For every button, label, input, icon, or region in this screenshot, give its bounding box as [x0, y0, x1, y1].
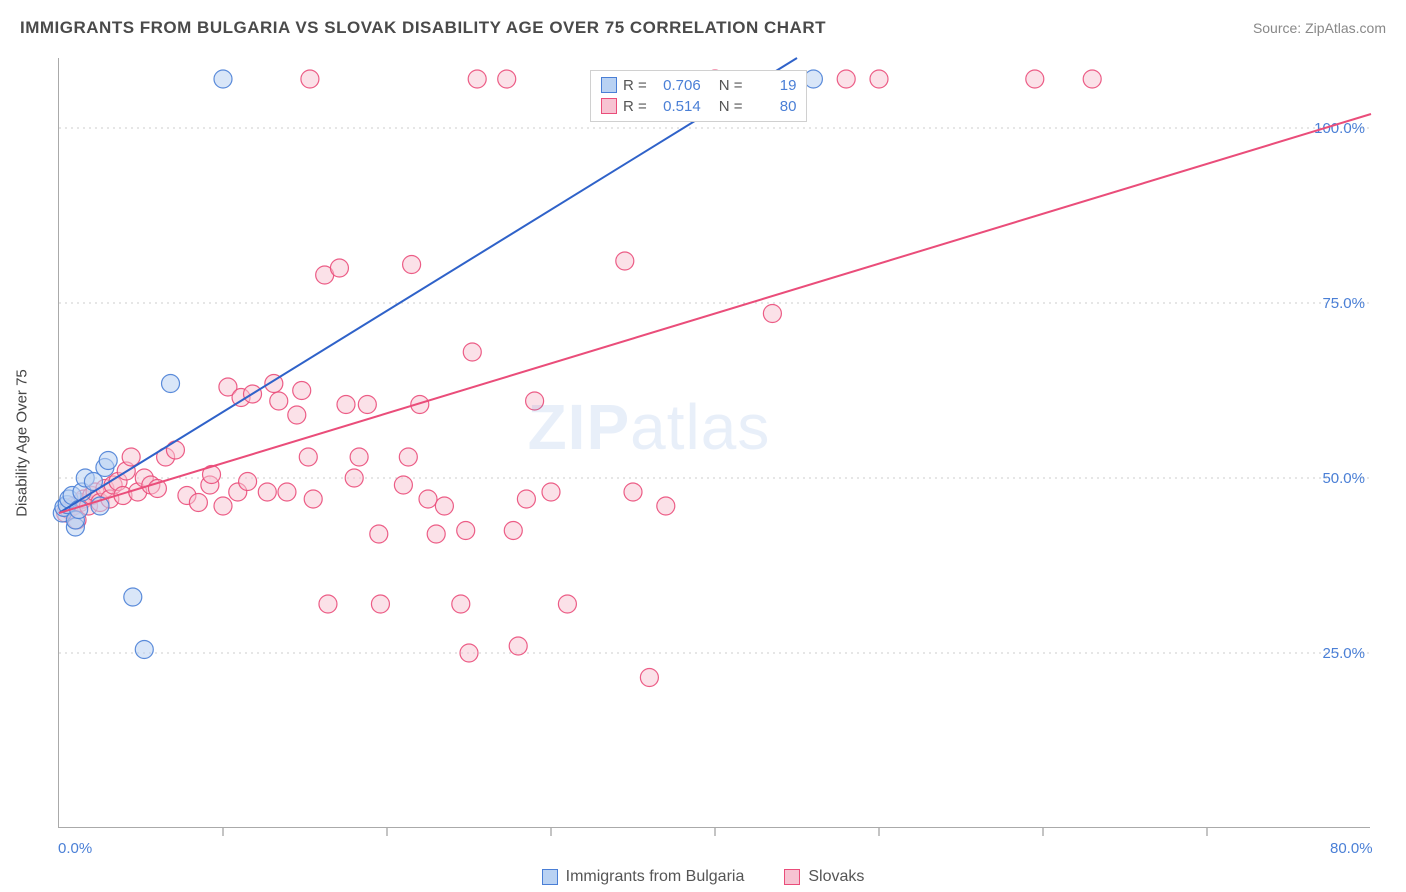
x-axis-origin-label: 0.0%: [58, 840, 92, 857]
data-point: [498, 70, 516, 88]
legend-item-bulgaria: Immigrants from Bulgaria: [542, 868, 745, 886]
legend-label: Immigrants from Bulgaria: [566, 868, 745, 886]
data-point: [394, 476, 412, 494]
trend-line-slovaks: [59, 114, 1371, 513]
data-point: [304, 490, 322, 508]
data-point: [419, 490, 437, 508]
data-point: [135, 641, 153, 659]
y-tick-label: 25.0%: [1322, 645, 1365, 662]
data-point: [330, 259, 348, 277]
chart-header: IMMIGRANTS FROM BULGARIA VS SLOVAK DISAB…: [20, 18, 1386, 38]
legend-swatch: [542, 869, 558, 885]
chart-source: Source: ZipAtlas.com: [1253, 20, 1386, 36]
stats-n-label: N =: [719, 77, 743, 94]
data-point: [239, 473, 257, 491]
legend-item-slovaks: Slovaks: [784, 868, 864, 886]
data-point: [509, 637, 527, 655]
stats-row-bulgaria: R = 0.706 N = 19: [601, 75, 797, 96]
y-tick-label: 50.0%: [1322, 470, 1365, 487]
data-point: [526, 392, 544, 410]
data-point: [1026, 70, 1044, 88]
chart-title: IMMIGRANTS FROM BULGARIA VS SLOVAK DISAB…: [20, 18, 826, 38]
data-point: [124, 588, 142, 606]
stats-r-value: 0.706: [653, 77, 701, 94]
data-point: [371, 595, 389, 613]
data-point: [517, 490, 535, 508]
data-point: [166, 441, 184, 459]
data-point: [504, 522, 522, 540]
stats-n-label: N =: [719, 98, 743, 115]
data-point: [258, 483, 276, 501]
data-point: [214, 497, 232, 515]
data-point: [837, 70, 855, 88]
data-point: [299, 448, 317, 466]
data-point: [189, 494, 207, 512]
data-point: [463, 343, 481, 361]
stats-swatch: [601, 77, 617, 93]
y-axis-label: Disability Age Over 75: [14, 369, 31, 517]
y-tick-label: 75.0%: [1322, 295, 1365, 312]
legend-swatch: [784, 869, 800, 885]
trend-line-bulgaria: [59, 58, 797, 513]
data-point: [763, 305, 781, 323]
data-point: [345, 469, 363, 487]
series-slovaks: [57, 70, 1102, 687]
plot-area: 25.0%50.0%75.0%100.0% ZIPatlas R =0.706N…: [58, 58, 1370, 828]
data-point: [616, 252, 634, 270]
data-point: [162, 375, 180, 393]
data-point: [288, 406, 306, 424]
data-point: [1083, 70, 1101, 88]
data-point: [640, 669, 658, 687]
data-point: [624, 483, 642, 501]
series-bulgaria: [53, 70, 822, 659]
data-point: [358, 396, 376, 414]
stats-n-value: 19: [748, 77, 796, 94]
data-point: [214, 70, 232, 88]
x-axis-end-label: 80.0%: [1330, 840, 1373, 857]
data-point: [319, 595, 337, 613]
legend: Immigrants from Bulgaria Slovaks: [0, 868, 1406, 886]
data-point: [399, 448, 417, 466]
data-point: [542, 483, 560, 501]
stats-r-label: R =: [623, 77, 647, 94]
data-point: [99, 452, 117, 470]
data-point: [337, 396, 355, 414]
data-point: [278, 483, 296, 501]
data-point: [657, 497, 675, 515]
data-point: [427, 525, 445, 543]
stats-r-value: 0.514: [653, 98, 701, 115]
data-point: [122, 448, 140, 466]
data-point: [301, 70, 319, 88]
data-point: [468, 70, 486, 88]
data-point: [870, 70, 888, 88]
data-point: [435, 497, 453, 515]
data-point: [460, 644, 478, 662]
plot-container: Disability Age Over 75 25.0%50.0%75.0%10…: [40, 58, 1370, 828]
legend-label: Slovaks: [808, 868, 864, 886]
data-point: [457, 522, 475, 540]
chart-svg: 25.0%50.0%75.0%100.0%: [59, 58, 1370, 827]
stats-swatch: [601, 98, 617, 114]
data-point: [452, 595, 470, 613]
data-point: [558, 595, 576, 613]
data-point: [270, 392, 288, 410]
stats-r-label: R =: [623, 98, 647, 115]
correlation-stats-box: R = 0.706 N = 19 R = 0.514 N = 80: [590, 70, 808, 122]
stats-n-value: 80: [748, 98, 796, 115]
data-point: [293, 382, 311, 400]
data-point: [403, 256, 421, 274]
data-point: [370, 525, 388, 543]
data-point: [350, 448, 368, 466]
stats-row-slovaks: R = 0.514 N = 80: [601, 96, 797, 117]
